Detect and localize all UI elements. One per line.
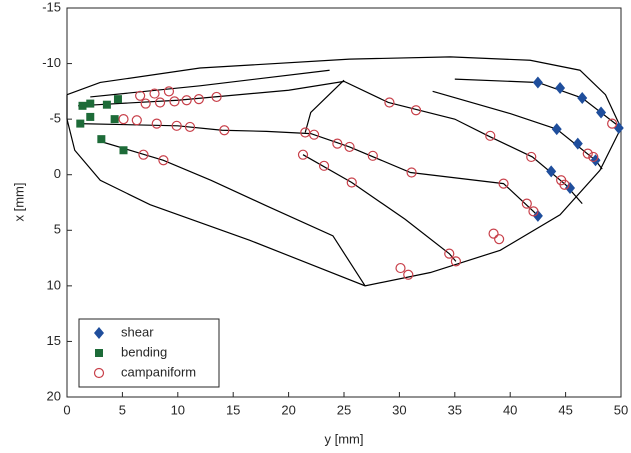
campaniform-marker	[149, 88, 160, 99]
x-tick-label: 15	[226, 402, 240, 417]
shear-marker	[551, 123, 562, 136]
wing-outline	[100, 140, 366, 287]
campaniform-marker	[607, 118, 618, 129]
campaniform-marker	[344, 141, 355, 153]
y-tick-label: -10	[42, 55, 61, 70]
campaniform-marker	[526, 151, 537, 163]
campaniform-marker	[169, 96, 180, 107]
y-tick-label: 20	[47, 388, 61, 403]
wing-outline	[90, 69, 330, 98]
campaniform-marker	[485, 130, 496, 141]
campaniform-marker	[219, 125, 230, 136]
campaniform-marker	[135, 90, 146, 101]
wing-outline	[302, 154, 457, 262]
campaniform-marker	[131, 115, 142, 126]
x-tick-label: 45	[558, 402, 572, 417]
campaniform-marker	[450, 256, 462, 267]
campaniform-marker	[308, 129, 320, 140]
campaniform-marker	[211, 91, 222, 103]
y-tick-label: 5	[54, 222, 61, 237]
wing-outline	[66, 56, 622, 287]
campaniform-marker	[410, 105, 422, 116]
shear-marker	[555, 82, 566, 95]
x-tick-label: 25	[337, 402, 351, 417]
campaniform-marker	[184, 121, 196, 133]
x-tick-label: 50	[614, 402, 628, 417]
shear-marker	[532, 76, 543, 89]
campaniform-marker	[140, 98, 151, 109]
campaniform-marker	[297, 149, 309, 160]
bending-marker	[119, 146, 128, 155]
shear-marker	[572, 137, 583, 150]
bending-marker	[78, 101, 87, 110]
y-tick-label: 0	[54, 166, 61, 181]
shear-marker	[596, 106, 607, 119]
shear-marker	[546, 165, 557, 178]
legend-marker	[93, 367, 105, 379]
campaniform-marker	[181, 95, 192, 106]
x-tick-label: 0	[63, 402, 70, 417]
campaniform-marker	[588, 151, 599, 163]
campaniform-marker	[332, 138, 343, 149]
x-tick-label: 5	[119, 402, 126, 417]
legend-marker	[95, 349, 103, 357]
campaniform-marker	[559, 179, 570, 190]
legend-label: shear	[121, 324, 154, 339]
campaniform-marker	[118, 114, 129, 125]
campaniform-marker	[403, 269, 414, 280]
legend-label: bending	[121, 344, 167, 359]
campaniform-marker	[318, 160, 330, 171]
campaniform-marker	[193, 94, 204, 105]
campaniform-marker	[367, 150, 378, 161]
campaniform-marker	[346, 177, 357, 188]
campaniform-marker	[494, 234, 505, 245]
campaniform-marker	[384, 97, 395, 108]
campaniform-marker	[163, 86, 175, 97]
y-tick-label: 10	[47, 277, 61, 292]
campaniform-marker	[521, 198, 532, 209]
bending-marker	[102, 100, 111, 109]
bending-marker	[97, 135, 106, 144]
campaniform-marker	[406, 167, 417, 178]
campaniform-marker	[158, 155, 169, 166]
x-tick-label: 40	[503, 402, 517, 417]
x-axis-label: y [mm]	[325, 431, 364, 446]
shear-marker	[577, 92, 588, 105]
bending-marker	[86, 99, 95, 108]
campaniform-marker	[151, 118, 162, 129]
bending-marker	[76, 119, 85, 128]
campaniform-marker	[528, 206, 539, 217]
shear-marker	[532, 209, 543, 222]
legend-label: campaniform	[121, 364, 196, 379]
x-tick-label: 20	[281, 402, 295, 417]
legend-marker	[94, 327, 104, 339]
y-tick-label: -15	[42, 0, 61, 14]
bending-marker	[110, 115, 119, 124]
wing-outline	[78, 122, 539, 217]
campaniform-marker	[444, 248, 455, 259]
campaniform-marker	[138, 149, 149, 160]
bending-marker	[86, 112, 95, 121]
y-tick-label: -5	[49, 111, 61, 126]
campaniform-marker	[171, 120, 182, 131]
campaniform-marker	[488, 228, 499, 239]
x-tick-label: 30	[392, 402, 406, 417]
shear-marker	[565, 182, 576, 195]
x-tick-label: 10	[171, 402, 185, 417]
campaniform-marker	[154, 97, 166, 108]
campaniform-marker	[395, 262, 406, 274]
y-axis-label: x [mm]	[11, 183, 26, 222]
campaniform-marker	[582, 148, 593, 159]
x-tick-label: 35	[448, 402, 462, 417]
wing-outline	[304, 79, 345, 133]
bending-marker	[113, 95, 122, 104]
campaniform-marker	[498, 178, 509, 189]
y-tick-label: 15	[47, 333, 61, 348]
